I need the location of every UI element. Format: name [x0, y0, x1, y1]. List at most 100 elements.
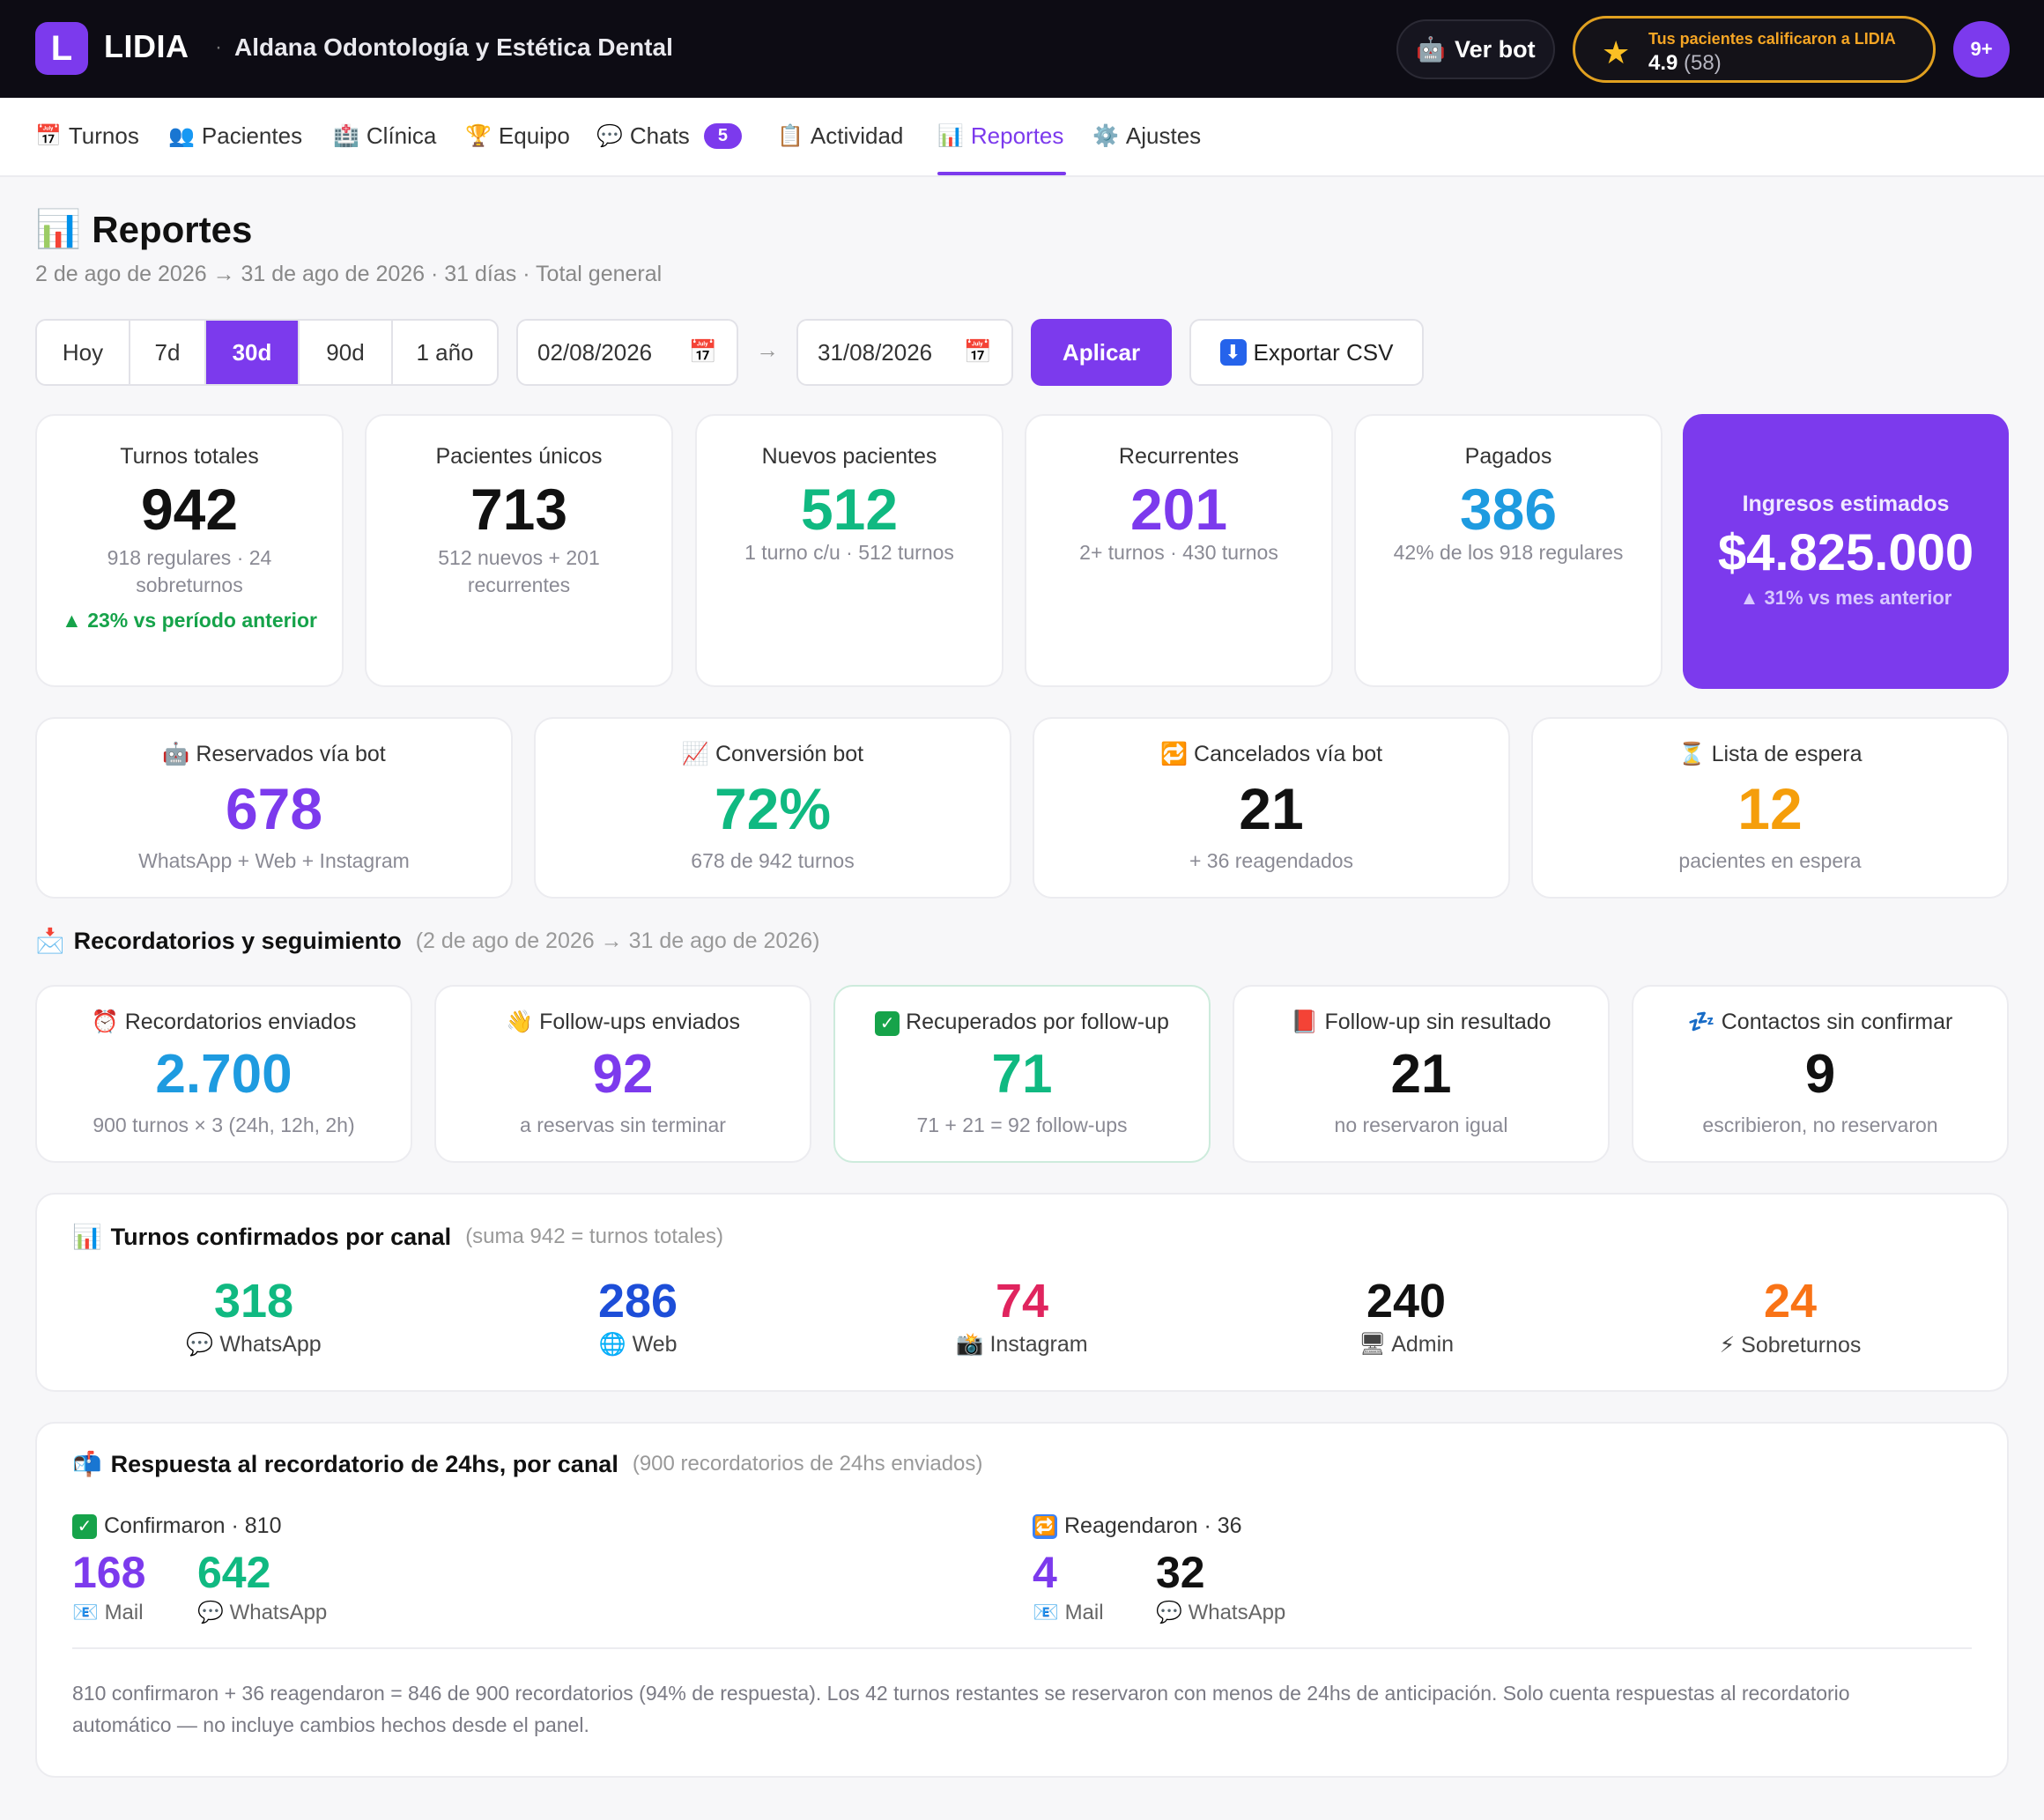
ver-bot-button[interactable]: 🤖 Ver bot [1396, 19, 1555, 79]
kpi-label: Follow-ups enviados [539, 1010, 740, 1034]
page-title-text: Reportes [92, 208, 253, 250]
export-csv-button[interactable]: ⬇ Exportar CSV [1189, 319, 1424, 386]
reagendaron-mail: 4 📧 Mail [1033, 1547, 1104, 1625]
confirmaron-header: ✓ Confirmaron · 810 [72, 1513, 281, 1539]
date-from-input[interactable]: 02/08/2026 📅 [516, 319, 738, 386]
clinic-name: Aldana Odontología y Estética Dental [234, 33, 673, 61]
notifications-button[interactable]: 9+ [1953, 21, 2010, 78]
kpi-value: 386 [1459, 477, 1558, 542]
resp-label: WhatsApp [229, 1601, 328, 1624]
kpi-lista-espera: ⏳ Lista de espera 12 pacientes en espera [1531, 717, 2009, 899]
kpi-recordatorios-enviados: ⏰ Recordatorios enviados 2.700 900 turno… [35, 985, 412, 1163]
calendar-icon[interactable]: 📅 [963, 338, 992, 365]
range-30d-button[interactable]: 30d [206, 321, 300, 384]
respuesta-title: 📬 Respuesta al recordatorio de 24hs, por… [72, 1450, 982, 1478]
kpi-label: Contactos sin confirmar [1721, 1010, 1953, 1034]
red-book-icon: 📕 [1291, 1010, 1319, 1034]
range-7d-button[interactable]: 7d [130, 321, 206, 384]
waving-hand-icon: 👋 [506, 1010, 534, 1034]
resp-value: 4 [1033, 1548, 1057, 1597]
range-hoy-button[interactable]: Hoy [37, 321, 130, 384]
trend-up-icon: 📈 [681, 742, 710, 766]
apply-button[interactable]: Aplicar [1031, 319, 1172, 386]
kpi-label: Follow-up sin resultado [1324, 1010, 1552, 1034]
bar-chart-icon: 📊 [937, 124, 964, 148]
bar-chart-icon: 📊 [35, 208, 82, 249]
kpi-value: 21 [1390, 1044, 1452, 1105]
kpi-label-row: 💤 Contactos sin confirmar [1633, 1010, 2007, 1035]
nav-item-ajustes[interactable]: ⚙️ Ajustes [1092, 122, 1201, 150]
panel-title-text: Respuesta al recordatorio de 24hs, por c… [110, 1450, 618, 1477]
alarm-clock-icon: ⏰ [91, 1010, 119, 1034]
date-to-input[interactable]: 31/08/2026 📅 [796, 319, 1013, 386]
resp-label-row: 💬 WhatsApp [197, 1600, 327, 1625]
canal-value: 74 [995, 1275, 1049, 1328]
hospital-icon: 🏥 [333, 124, 359, 148]
kpi-sub: 918 regulares · 24 sobreturnos [107, 546, 272, 596]
kpi-label-row: 📈 Conversión bot [536, 742, 1010, 767]
kpi-value: 713 [470, 477, 568, 542]
confirmaron-label: Confirmaron · 810 [104, 1513, 282, 1538]
chats-count-badge: 5 [703, 123, 742, 149]
kpi-conversion-bot: 📈 Conversión bot 72% 678 de 942 turnos [534, 717, 1011, 899]
canales-panel: 📊 Turnos confirmados por canal (suma 942… [35, 1193, 2009, 1392]
kpi-label-row: 📕 Follow-up sin resultado [1234, 1010, 1608, 1035]
kpi-cancelados-bot: 🔁 Cancelados vía bot 21 + 36 reagendados [1033, 717, 1510, 899]
envelope-icon: 📩 [35, 928, 65, 954]
section-title-text: Recordatorios y seguimiento [73, 927, 402, 954]
people-icon: 👥 [168, 124, 195, 148]
nav-item-chats[interactable]: 💬 Chats 5 [596, 122, 742, 150]
resp-label: Mail [104, 1601, 144, 1624]
canal-label-row: ⚡ Sobreturnos [1658, 1332, 1922, 1358]
kpi-followups-enviados: 👋 Follow-ups enviados 92 a reservas sin … [434, 985, 811, 1163]
kpi-pagados: Pagados 386 42% de los 918 regulares [1354, 414, 1663, 687]
range-selector: Hoy 7d 30d 90d 1 año [35, 319, 499, 386]
kpi-label: Ingresos estimados [1742, 492, 1950, 516]
canal-label: Admin [1391, 1332, 1455, 1357]
canal-label-row: 📸 Instagram [890, 1332, 1154, 1358]
kpi-value: 942 [140, 477, 239, 542]
page-subtitle: 2 de ago de 2026 → 31 de ago de 2026 · 3… [35, 262, 663, 286]
repeat-icon: 🔁 [1033, 1513, 1057, 1539]
kpi-label-row: 🤖 Reservados vía bot [37, 742, 511, 767]
kpi-trend: ▲ 23% vs período anterior [62, 609, 317, 632]
resp-value: 32 [1156, 1548, 1205, 1597]
kpi-label-row: 👋 Follow-ups enviados [436, 1010, 810, 1035]
canales-title: 📊 Turnos confirmados por canal (suma 942… [72, 1223, 723, 1251]
kpi-label-row: ⏰ Recordatorios enviados [37, 1010, 411, 1035]
date-to-value: 31/08/2026 [818, 338, 933, 366]
nav-item-equipo[interactable]: 🏆 Equipo [465, 122, 570, 150]
kpi-label-row: ✓ Recuperados por follow-up [835, 1010, 1209, 1036]
kpi-recurrentes: Recurrentes 201 2+ turnos · 430 turnos [1025, 414, 1333, 687]
canal-web: 286 🌐 Web [506, 1274, 770, 1358]
kpi-sub: a reservas sin terminar [520, 1113, 726, 1136]
kpi-label: Lista de espera [1711, 742, 1863, 766]
resp-label-row: 📧 Mail [72, 1600, 145, 1625]
kpi-sub: + 36 reagendados [1189, 849, 1354, 872]
range-90d-button[interactable]: 90d [300, 321, 393, 384]
rating-value: 4.9 [1648, 51, 1678, 75]
kpi-value: 21 [1239, 776, 1304, 841]
kpi-value: 72% [714, 776, 832, 841]
nav-item-pacientes[interactable]: 👥 Pacientes [168, 122, 302, 150]
calendar-icon[interactable]: 📅 [688, 338, 717, 365]
canal-value: 240 [1366, 1275, 1447, 1328]
canal-whatsapp: 318 💬 WhatsApp [122, 1274, 386, 1358]
nav-item-reportes[interactable]: 📊 Reportes [937, 122, 1063, 150]
app-logo[interactable]: L [35, 22, 88, 75]
nav-item-actividad[interactable]: 📋 Actividad [777, 122, 903, 150]
kpi-trend: ▲ 31% vs mes anterior [1739, 587, 1952, 609]
top-bar: L LIDIA · Aldana Odontología y Estética … [0, 0, 2044, 98]
kpi-turnos-totales: Turnos totales 942 918 regulares · 24 so… [35, 414, 344, 687]
nav-item-clinica[interactable]: 🏥 Clínica [333, 122, 436, 150]
canal-value: 318 [213, 1275, 294, 1328]
robot-icon: 🤖 [162, 742, 190, 766]
nav-item-turnos[interactable]: 📅 Turnos [35, 122, 139, 150]
canal-label: Instagram [989, 1332, 1088, 1357]
rating-badge[interactable]: ★ Tus pacientes calificaron a LIDIA 4.9 … [1573, 16, 1936, 83]
kpi-nuevos-pacientes: Nuevos pacientes 512 1 turno c/u · 512 t… [695, 414, 1003, 687]
canal-label-row: 🖥 Admin [1274, 1332, 1538, 1358]
kpi-recuperados-followup: ✓ Recuperados por follow-up 71 71 + 21 =… [833, 985, 1211, 1163]
kpi-value: $4.825.000 [1717, 524, 1974, 581]
range-1-ano-button[interactable]: 1 año [416, 338, 474, 366]
